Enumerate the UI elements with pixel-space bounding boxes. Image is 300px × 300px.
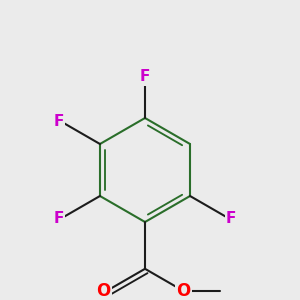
Text: F: F (53, 211, 64, 226)
Text: O: O (97, 282, 111, 300)
Text: F: F (226, 211, 236, 226)
Text: F: F (53, 114, 64, 129)
Text: O: O (176, 282, 190, 300)
Text: F: F (140, 69, 150, 84)
